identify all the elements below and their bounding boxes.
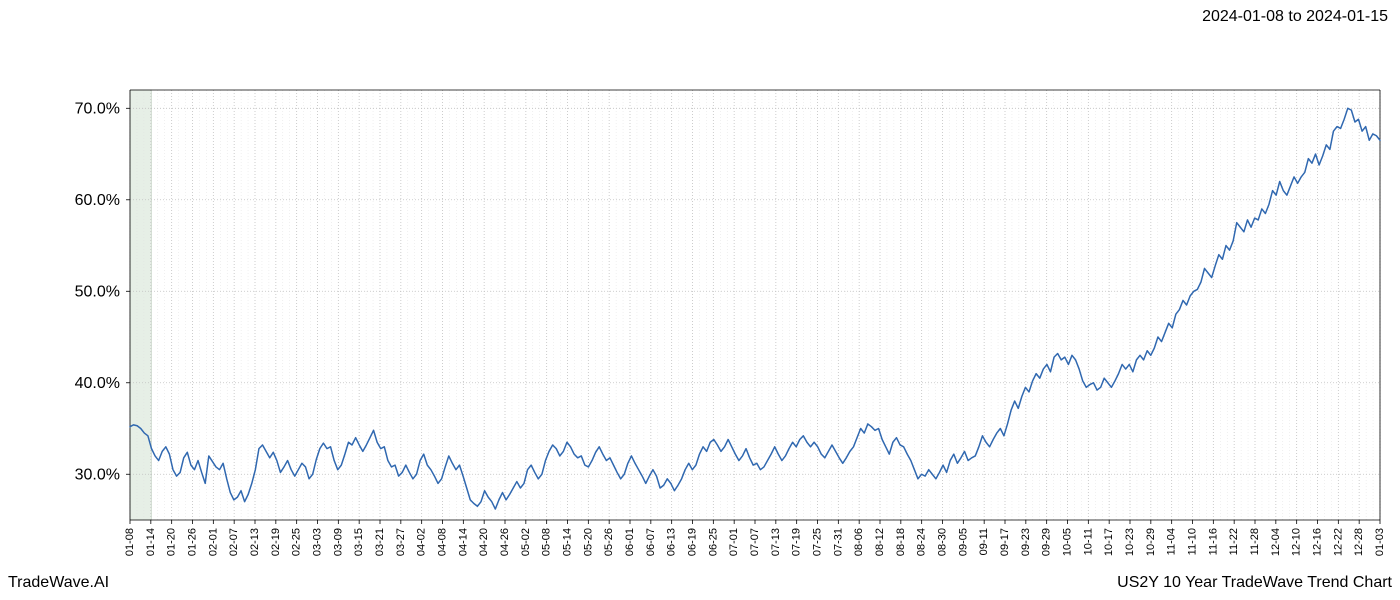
svg-text:05-02: 05-02 [520, 528, 532, 556]
svg-text:11-16: 11-16 [1207, 528, 1219, 555]
svg-text:04-20: 04-20 [478, 528, 490, 556]
svg-text:07-25: 07-25 [812, 528, 824, 556]
svg-text:11-22: 11-22 [1228, 528, 1240, 555]
svg-text:04-14: 04-14 [457, 528, 469, 556]
svg-text:07-01: 07-01 [728, 528, 740, 556]
svg-text:12-10: 12-10 [1291, 528, 1303, 556]
svg-text:01-08: 01-08 [124, 528, 136, 556]
svg-text:07-13: 07-13 [770, 528, 782, 556]
svg-text:04-08: 04-08 [437, 528, 449, 556]
svg-text:05-26: 05-26 [603, 528, 615, 556]
svg-text:06-07: 06-07 [645, 528, 657, 556]
svg-text:06-19: 06-19 [687, 528, 699, 556]
svg-text:08-06: 08-06 [853, 528, 865, 556]
svg-text:01-03: 01-03 [1374, 528, 1386, 556]
svg-text:40.0%: 40.0% [75, 375, 120, 392]
svg-text:03-03: 03-03 [312, 528, 324, 556]
svg-text:06-13: 06-13 [666, 528, 678, 556]
svg-text:09-05: 09-05 [957, 528, 969, 556]
svg-text:08-30: 08-30 [937, 528, 949, 556]
svg-text:05-08: 05-08 [541, 528, 553, 556]
svg-text:08-18: 08-18 [895, 528, 907, 556]
svg-text:70.0%: 70.0% [75, 100, 120, 117]
chart-container: 30.0% 40.0% 50.0% 60.0% 70.0% 01-08 01-14 01-20… [0, 40, 1400, 560]
footer-chart-title: US2Y 10 Year TradeWave Trend Chart [1117, 574, 1392, 592]
svg-text:03-21: 03-21 [374, 528, 386, 556]
svg-text:10-05: 10-05 [1062, 528, 1074, 556]
svg-text:10-17: 10-17 [1103, 528, 1115, 556]
svg-text:09-29: 09-29 [1041, 528, 1053, 556]
svg-text:12-22: 12-22 [1332, 528, 1344, 556]
svg-text:06-01: 06-01 [624, 528, 636, 556]
svg-text:03-09: 03-09 [332, 528, 344, 556]
svg-text:12-04: 12-04 [1270, 528, 1282, 556]
svg-text:01-14: 01-14 [145, 528, 157, 556]
svg-text:04-26: 04-26 [499, 528, 511, 556]
svg-text:30.0%: 30.0% [75, 466, 120, 483]
svg-text:11-10: 11-10 [1187, 528, 1199, 555]
svg-text:08-12: 08-12 [874, 528, 886, 556]
svg-text:01-26: 01-26 [187, 528, 199, 556]
svg-text:03-27: 03-27 [395, 528, 407, 556]
svg-text:12-16: 12-16 [1312, 528, 1324, 556]
svg-text:02-07: 02-07 [228, 528, 240, 556]
svg-text:02-19: 02-19 [270, 528, 282, 556]
svg-text:05-20: 05-20 [582, 528, 594, 556]
svg-text:11-04: 11-04 [1166, 528, 1178, 555]
trend-chart: 30.0% 40.0% 50.0% 60.0% 70.0% 01-08 01-14 01-20… [0, 40, 1400, 560]
svg-text:12-28: 12-28 [1353, 528, 1365, 556]
svg-text:07-19: 07-19 [791, 528, 803, 556]
svg-text:10-11: 10-11 [1082, 528, 1094, 555]
footer-brand: TradeWave.AI [8, 574, 109, 592]
svg-text:11-28: 11-28 [1249, 528, 1261, 555]
svg-text:60.0%: 60.0% [75, 192, 120, 209]
svg-text:07-07: 07-07 [749, 528, 761, 556]
svg-text:09-11: 09-11 [978, 528, 990, 555]
svg-text:02-25: 02-25 [291, 528, 303, 556]
svg-text:50.0%: 50.0% [75, 283, 120, 300]
svg-text:09-17: 09-17 [999, 528, 1011, 556]
svg-text:09-23: 09-23 [1020, 528, 1032, 556]
svg-text:05-14: 05-14 [562, 528, 574, 556]
svg-text:03-15: 03-15 [353, 528, 365, 556]
svg-text:07-31: 07-31 [832, 528, 844, 556]
svg-text:04-02: 04-02 [416, 528, 428, 556]
svg-text:10-23: 10-23 [1124, 528, 1136, 556]
svg-text:06-25: 06-25 [707, 528, 719, 556]
header-date-range: 2024-01-08 to 2024-01-15 [1202, 8, 1388, 26]
svg-text:10-29: 10-29 [1145, 528, 1157, 556]
svg-text:01-20: 01-20 [166, 528, 178, 556]
svg-text:08-24: 08-24 [916, 528, 928, 556]
svg-text:02-01: 02-01 [207, 528, 219, 556]
svg-text:02-13: 02-13 [249, 528, 261, 556]
